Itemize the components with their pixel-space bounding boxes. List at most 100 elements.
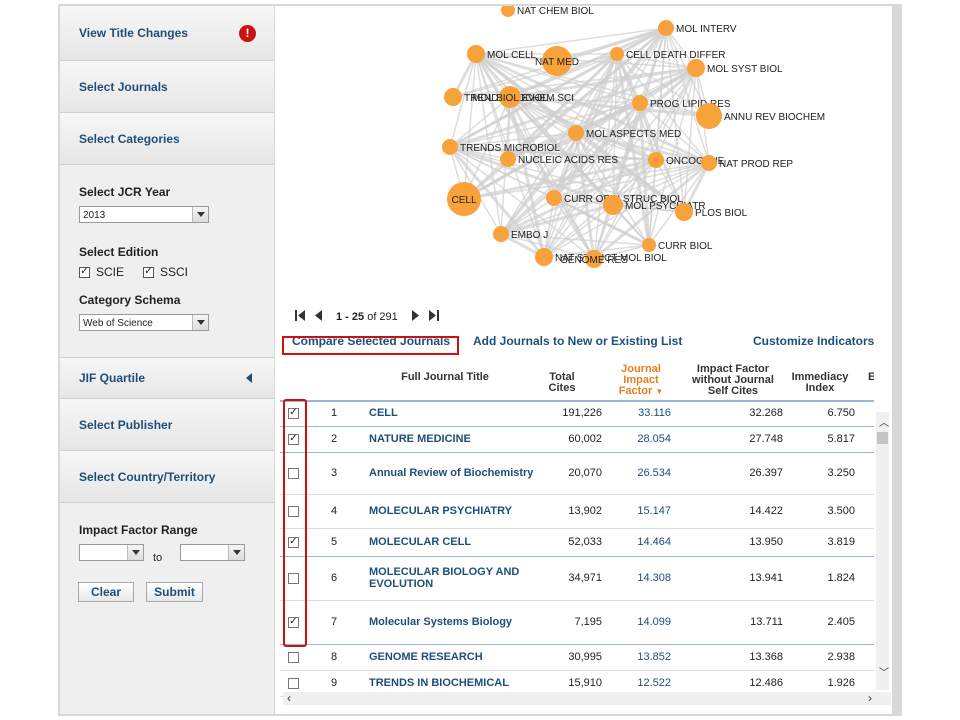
scroll-left-icon[interactable]: ‹	[287, 691, 291, 705]
table-row[interactable]: 8 GENOME RESEARCH 30,995 13.852 13.368 2.938	[280, 644, 874, 671]
graph-node[interactable]	[675, 203, 693, 221]
select-categories-section[interactable]: Select Categories	[60, 113, 274, 165]
row-select-checkbox[interactable]	[288, 572, 299, 584]
graph-node[interactable]	[546, 190, 562, 206]
horizontal-scrollbar[interactable]: ‹ ›	[283, 691, 891, 705]
next-page-icon[interactable]	[411, 310, 419, 324]
graph-node[interactable]	[447, 182, 481, 216]
select-journals-section[interactable]: Select Journals	[60, 61, 274, 113]
graph-node[interactable]	[542, 46, 572, 76]
col-immediacy-header[interactable]: Immediacy Index	[791, 371, 849, 394]
row-journal-title-text[interactable]: CELL	[369, 407, 398, 419]
graph-node[interactable]	[648, 152, 664, 168]
scroll-up-icon[interactable]: ︿	[879, 418, 889, 429]
graph-node[interactable]	[658, 20, 674, 36]
graph-node[interactable]	[493, 226, 509, 242]
jcr-year-select[interactable]: 2013	[79, 206, 209, 223]
row-journal-title-text[interactable]: NATURE MEDICINE	[369, 433, 471, 445]
vertical-scroll-thumb[interactable]	[877, 432, 888, 444]
row-select-checkbox[interactable]: ✓	[288, 407, 299, 419]
table-row[interactable]: 4 MOLECULAR PSYCHIATRY 13,902 15.147 14.422 3…	[280, 494, 874, 529]
row-journal-title[interactable]: Annual Review of Biochemistry	[369, 452, 534, 494]
table-row[interactable]: ✓ 2 NATURE MEDICINE 60,002 28.054 27.748 5.817	[280, 426, 874, 453]
row-journal-title-text[interactable]: Annual Review of Biochemistry	[369, 467, 534, 479]
row-select-checkbox[interactable]	[288, 467, 299, 479]
graph-node[interactable]	[501, 6, 515, 17]
scroll-down-icon[interactable]: ﹀	[879, 668, 889, 679]
row-journal-title-text[interactable]: MOLECULAR PSYCHIATRY	[369, 505, 512, 517]
edition-ssci-option[interactable]: ✓ SSCI	[143, 265, 188, 279]
last-page-icon[interactable]	[428, 310, 439, 324]
col-title-header[interactable]: Full Journal Title	[401, 371, 489, 383]
compare-highlight-box	[282, 336, 459, 355]
col-jif-noself-header[interactable]: Impact Factor without Journal Self Cites	[692, 363, 774, 397]
if-max-select[interactable]	[180, 544, 245, 561]
row-journal-title-text[interactable]: Molecular Systems Biology	[369, 616, 513, 628]
graph-node[interactable]	[568, 125, 584, 141]
if-min-select[interactable]	[79, 544, 144, 561]
row-journal-title[interactable]: Molecular Systems Biology	[369, 600, 534, 644]
edition-scie-checkbox[interactable]: ✓	[79, 266, 90, 278]
view-title-changes-section[interactable]: View Title Changes !	[60, 6, 274, 61]
table-row[interactable]: ✓ 1 CELL 191,226 33.116 32.268 6.750	[280, 400, 874, 427]
row-select-checkbox[interactable]	[288, 651, 299, 663]
row-jif-noself-text: 32.268	[749, 407, 783, 419]
graph-node[interactable]	[701, 155, 717, 171]
edition-scie-option[interactable]: ✓ SCIE	[79, 265, 124, 279]
row-journal-title-text[interactable]: GENOME RESEARCH	[369, 651, 483, 663]
graph-node[interactable]	[642, 238, 656, 252]
table-row[interactable]: ✓ 7 Molecular Systems Biology 7,195 14.099 13…	[280, 600, 874, 645]
row-select-checkbox[interactable]: ✓	[288, 616, 299, 628]
graph-node[interactable]	[442, 139, 458, 155]
graph-node[interactable]	[603, 195, 623, 215]
vertical-scrollbar[interactable]: ︿ ﹀	[876, 412, 889, 690]
row-journal-title[interactable]: NATURE MEDICINE	[369, 426, 534, 452]
row-journal-title[interactable]: MOLECULAR CELL	[369, 528, 534, 556]
graph-node[interactable]	[585, 250, 603, 268]
edition-ssci-label: SSCI	[160, 265, 189, 279]
first-page-icon[interactable]	[295, 310, 305, 324]
clear-button[interactable]: Clear	[78, 582, 134, 602]
graph-node[interactable]	[610, 47, 624, 61]
row-journal-title-text[interactable]: TRENDS IN BIOCHEMICAL	[369, 677, 509, 689]
view-title-changes-label: View Title Changes	[79, 26, 188, 40]
col-total-cites-header[interactable]: Total Cites	[548, 371, 576, 394]
graph-node[interactable]	[467, 45, 485, 63]
submit-button[interactable]: Submit	[146, 582, 203, 602]
add-to-list-link[interactable]: Add Journals to New or Existing List	[473, 334, 683, 348]
row-journal-title[interactable]: MOLECULAR PSYCHIATRY	[369, 494, 534, 528]
table-row[interactable]: ✓ 5 MOLECULAR CELL 52,033 14.464 13.950 3.819	[280, 528, 874, 557]
row-select-checkbox[interactable]	[288, 505, 299, 517]
graph-node[interactable]	[499, 86, 521, 108]
row-journal-title-text[interactable]: MOLECULAR BIOLOGY AND EVOLUTION	[369, 566, 520, 590]
graph-node[interactable]	[696, 103, 722, 129]
table-row[interactable]: 6 MOLECULAR BIOLOGY AND EVOLUTION 34,971 14…	[280, 556, 874, 601]
graph-node[interactable]	[444, 88, 462, 106]
graph-node-label: NUCLEIC ACIDS RES	[518, 155, 618, 166]
row-journal-title[interactable]: MOLECULAR BIOLOGY AND EVOLUTION	[369, 556, 534, 600]
row-journal-title[interactable]: CELL	[369, 400, 534, 426]
graph-node[interactable]	[535, 248, 553, 266]
prev-page-icon[interactable]	[315, 310, 322, 324]
select-country-section[interactable]: Select Country/Territory	[60, 451, 274, 503]
category-schema-select[interactable]: Web of Science	[79, 314, 209, 331]
edition-ssci-checkbox[interactable]: ✓	[143, 266, 154, 278]
jif-quartile-section[interactable]: JIF Quartile	[60, 357, 274, 399]
graph-node[interactable]	[632, 95, 648, 111]
row-journal-title[interactable]: TRENDS IN BIOCHEMICAL	[369, 670, 534, 696]
row-select-checkbox[interactable]: ✓	[288, 536, 299, 548]
table-row[interactable]: 3 Annual Review of Biochemistry 20,070 26.5…	[280, 452, 874, 495]
row-journal-title[interactable]: GENOME RESEARCH	[369, 644, 534, 670]
row-select-cell: ✓	[288, 600, 299, 644]
customize-indicators-link[interactable]: Customize Indicators	[753, 334, 875, 348]
row-journal-title-text[interactable]: MOLECULAR CELL	[369, 536, 472, 548]
graph-node[interactable]	[500, 151, 516, 167]
col-jif-header[interactable]: Journal Impact Factor ▼	[613, 364, 669, 397]
graph-node[interactable]	[687, 59, 705, 77]
row-select-checkbox[interactable]	[288, 677, 299, 689]
graph-edge	[500, 158, 657, 236]
select-publisher-section[interactable]: Select Publisher	[60, 399, 274, 451]
scroll-right-icon[interactable]: ›	[868, 691, 872, 705]
row-select-checkbox[interactable]: ✓	[288, 433, 299, 445]
